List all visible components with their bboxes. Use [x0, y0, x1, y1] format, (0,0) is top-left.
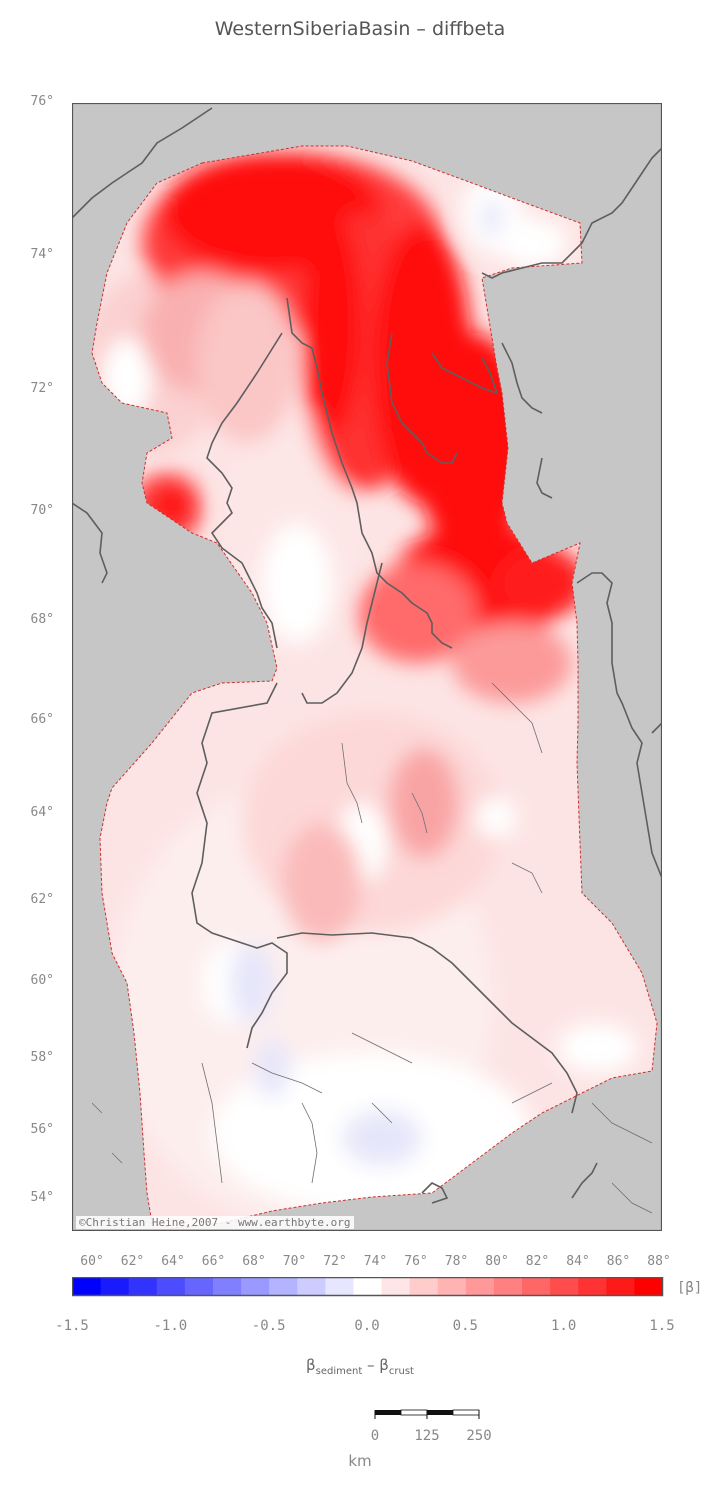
colorbar-cell	[381, 1277, 411, 1296]
scale-bar-tick-label: 0	[370, 1428, 380, 1444]
scale-bar-tick-label: 125	[414, 1428, 440, 1444]
colorbar-cell	[465, 1277, 495, 1296]
colorbar-cell	[128, 1277, 158, 1296]
colorbar-cell	[493, 1277, 523, 1296]
colorbar-cell	[72, 1277, 102, 1296]
longitude-label: 86°	[606, 1254, 631, 1269]
latitude-label: 62°	[30, 892, 54, 907]
latitude-label: 76°	[30, 94, 54, 109]
colorbar-cell	[606, 1277, 635, 1296]
colorbar-cell	[297, 1277, 326, 1296]
longitude-label: 84°	[566, 1254, 590, 1269]
map-title: WesternSiberiaBasin – diffbeta	[214, 18, 506, 40]
latitude-label: 64°	[30, 805, 54, 820]
colorbar-cell	[353, 1277, 383, 1296]
colorbar-cell	[212, 1277, 242, 1296]
colorbar-tick-label: 1.0	[551, 1318, 577, 1334]
colorbar-cell	[241, 1277, 270, 1296]
longitude-label: 88°	[647, 1254, 671, 1269]
colorbar-cell	[100, 1277, 130, 1296]
colorbar-cell	[634, 1277, 663, 1296]
longitude-label: 66°	[201, 1254, 226, 1269]
copyright-notice: ©Christian Heine,2007 - www.earthbyte.or…	[76, 1216, 354, 1229]
colorbar-cell	[325, 1277, 354, 1296]
latitude-label: 66°	[30, 712, 54, 727]
coastlines	[72, 107, 662, 1204]
latitude-label: 68°	[30, 612, 54, 627]
colorbar-tick-label: 0.5	[452, 1318, 478, 1334]
scale-bar	[374, 1409, 480, 1419]
basin-outline	[91, 145, 658, 1229]
longitude-label: 78°	[444, 1254, 469, 1269]
latitude-label: 72°	[30, 381, 54, 396]
map-frame	[72, 103, 662, 1231]
latitude-label: 70°	[30, 503, 54, 518]
colorbar-tick-label: -1.5	[55, 1318, 89, 1334]
longitude-label: 72°	[323, 1254, 347, 1269]
longitude-label: 64°	[161, 1254, 185, 1269]
colorbar-unit: [β]	[677, 1280, 703, 1296]
longitude-label: 62°	[120, 1254, 145, 1269]
colorbar-tick-label: -0.5	[251, 1318, 286, 1334]
latitude-label: 60°	[30, 973, 54, 988]
latitude-label: 54°	[30, 1190, 54, 1205]
longitude-label: 74°	[363, 1254, 388, 1269]
colorbar-cell	[184, 1277, 214, 1296]
latitude-label: 56°	[30, 1122, 54, 1137]
longitude-label: 68°	[242, 1254, 266, 1269]
longitude-label: 76°	[404, 1254, 428, 1269]
colorbar-cell	[550, 1277, 579, 1296]
colorbar-cell	[522, 1277, 551, 1296]
colorbar-title: βsediment – βcrust	[306, 1356, 414, 1377]
colorbar-cell	[409, 1277, 439, 1296]
colorbar-tick-label: 1.5	[649, 1318, 675, 1334]
latitude-label: 74°	[30, 247, 54, 262]
scale-bar-unit: km	[348, 1452, 372, 1470]
basin-map	[72, 103, 662, 1231]
colorbar-cell	[156, 1277, 186, 1296]
longitude-label: 82°	[525, 1254, 550, 1269]
colorbar-cell	[269, 1277, 298, 1296]
colorbar-cell	[578, 1277, 607, 1296]
colorbar-tick-label: -1.0	[153, 1318, 188, 1334]
scale-bar-tick-label: 250	[466, 1428, 492, 1444]
longitude-label: 70°	[282, 1254, 307, 1269]
rivers	[91, 682, 653, 1214]
colorbar-cell	[437, 1277, 467, 1296]
latitude-label: 58°	[30, 1050, 54, 1065]
longitude-label: 60°	[80, 1254, 104, 1269]
colorbar	[72, 1277, 664, 1297]
longitude-label: 80°	[485, 1254, 509, 1269]
colorbar-tick-label: 0.0	[354, 1318, 380, 1334]
